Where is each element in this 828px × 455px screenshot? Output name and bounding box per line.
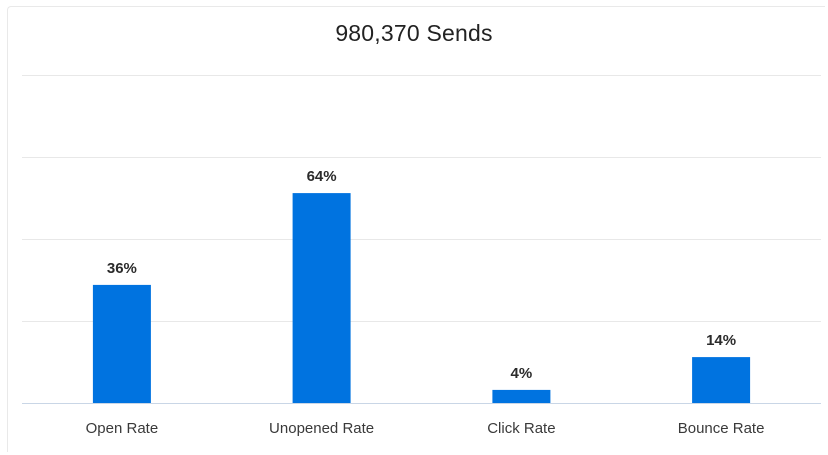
value-label: 4% <box>511 365 533 382</box>
category-labels: Open Rate Unopened Rate Click Rate Bounce R… <box>86 420 765 437</box>
bar-unopened-rate <box>292 193 351 403</box>
category-label: Bounce Rate <box>678 420 765 437</box>
category-label: Click Rate <box>487 420 555 437</box>
bar-click-rate <box>492 389 551 403</box>
value-label: 64% <box>307 168 337 185</box>
bars <box>92 193 751 403</box>
bar-open-rate <box>92 284 151 403</box>
category-label: Unopened Rate <box>269 420 374 437</box>
chart-title: 980,370 Sends <box>335 20 493 46</box>
category-label: Open Rate <box>86 420 159 437</box>
bar-bounce-rate <box>692 357 751 403</box>
gridlines <box>22 75 821 404</box>
value-labels: 36% 64% 4% 14% <box>107 168 736 382</box>
value-label: 14% <box>706 332 736 349</box>
value-label: 36% <box>107 260 137 277</box>
